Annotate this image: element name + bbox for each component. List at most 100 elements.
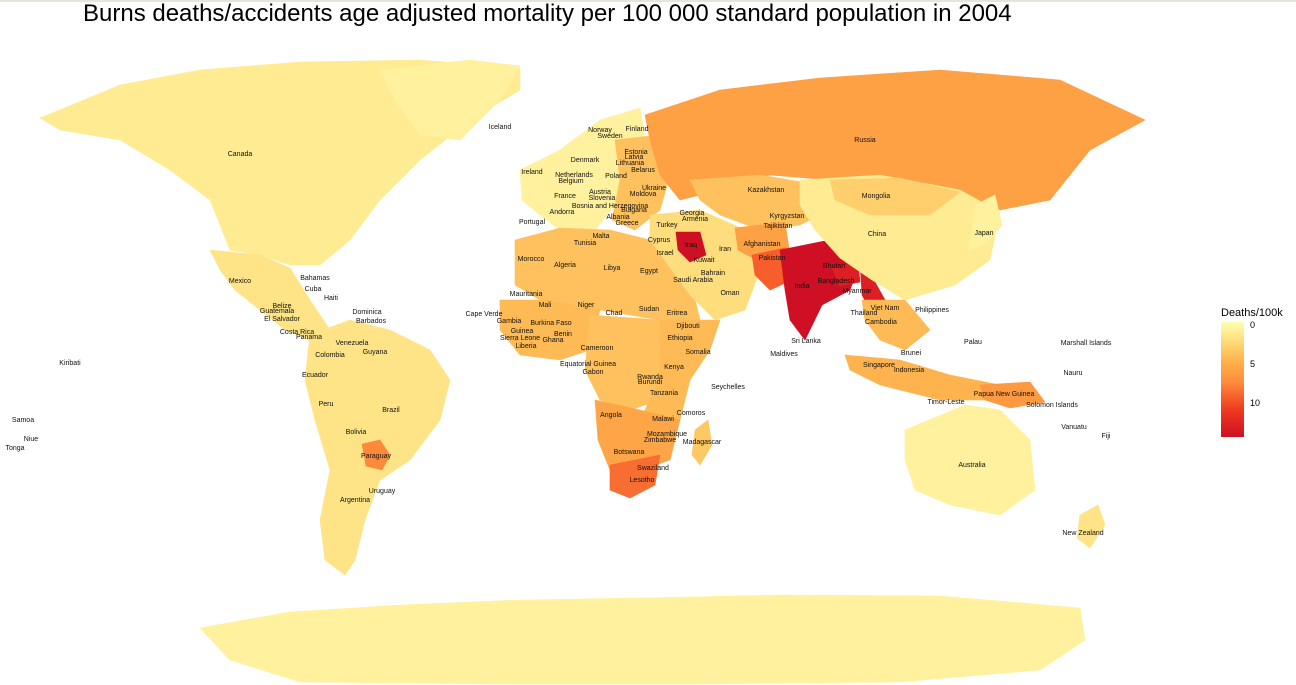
country-label: Vanuatu xyxy=(1061,424,1087,431)
country-label: Eritrea xyxy=(667,310,688,317)
country-label: Sierra Leone xyxy=(500,335,540,342)
legend-tick-label: 10 xyxy=(1250,398,1261,408)
region-north-america xyxy=(39,59,521,266)
country-label: Tanzania xyxy=(650,390,678,397)
country-label: Georgia xyxy=(680,210,705,217)
country-label: Nauru xyxy=(1063,370,1082,377)
region-mongolia xyxy=(829,177,961,216)
country-label: Tajikistan xyxy=(764,223,793,230)
country-label: Ukraine xyxy=(642,185,666,192)
country-label: Norway xyxy=(588,127,612,134)
country-label: Guyana xyxy=(363,349,388,356)
country-label: Turkey xyxy=(656,222,678,229)
country-label: Iran xyxy=(719,246,731,253)
country-label: Somalia xyxy=(685,349,710,356)
country-label: Canada xyxy=(228,151,253,158)
country-label: Libya xyxy=(604,265,621,272)
country-label: New Zealand xyxy=(1062,530,1103,537)
country-label: Bulgaria xyxy=(621,207,647,214)
country-label: Niger xyxy=(578,302,595,309)
country-label: Andorra xyxy=(550,209,575,216)
country-label: Denmark xyxy=(571,157,600,164)
legend-tick-mark xyxy=(1244,364,1248,365)
country-label: Cape Verde xyxy=(466,311,503,318)
country-label: Angola xyxy=(600,412,622,419)
country-label: Comoros xyxy=(677,410,706,417)
country-label: Palau xyxy=(964,339,982,346)
country-label: Thailand xyxy=(851,310,878,317)
legend-tick-label: 5 xyxy=(1250,359,1256,369)
country-label: Niue xyxy=(24,436,39,443)
country-label: Poland xyxy=(605,173,627,180)
country-label: Gambia xyxy=(497,318,522,325)
country-label: Seychelles xyxy=(711,384,745,391)
country-label: Estonia xyxy=(624,149,647,156)
country-label: Bangladesh xyxy=(818,278,855,285)
country-label: Malawi xyxy=(652,416,674,423)
country-label: Russia xyxy=(854,137,876,144)
country-label: France xyxy=(554,193,576,200)
country-label: Madagascar xyxy=(683,439,722,446)
country-label: Portugal xyxy=(519,219,546,226)
country-label: Panama xyxy=(296,334,322,341)
country-label: Barbados xyxy=(356,318,386,325)
country-label: Djibouti xyxy=(676,323,700,330)
country-label: Algeria xyxy=(554,262,576,269)
country-label: Myanmar xyxy=(842,288,872,295)
country-label: Iraq xyxy=(685,242,697,249)
country-label: Austria xyxy=(589,189,611,196)
country-label: Liberia xyxy=(515,343,536,350)
country-label: Albania xyxy=(606,214,629,221)
country-label: Venezuela xyxy=(336,340,369,347)
country-label: Mali xyxy=(539,302,552,309)
country-label: Morocco xyxy=(518,256,545,263)
country-label: Bhutan xyxy=(823,263,845,270)
country-label: Belarus xyxy=(631,167,655,174)
region-southeast-asia xyxy=(861,299,931,351)
country-label: Mauritania xyxy=(510,291,543,298)
country-label: Burundi xyxy=(638,379,663,386)
country-label: Singapore xyxy=(863,362,895,369)
region-australia xyxy=(904,404,1036,516)
country-label: Latvia xyxy=(625,154,644,161)
country-label: Malta xyxy=(592,233,609,240)
country-label: Bahamas xyxy=(300,275,330,282)
country-label: Rwanda xyxy=(637,374,663,381)
legend-tick-label: 0 xyxy=(1250,320,1256,330)
country-label: Paraguay xyxy=(361,453,391,460)
country-label: Bolivia xyxy=(346,429,367,436)
country-label: Papua New Guinea xyxy=(974,391,1035,398)
country-label: Chad xyxy=(606,310,623,317)
country-label: Kenya xyxy=(664,364,684,371)
country-label: Maldives xyxy=(770,351,798,358)
country-label: Pakistan xyxy=(759,255,786,262)
country-label: Tunisia xyxy=(574,240,596,247)
country-regions xyxy=(39,59,1146,685)
country-label: Dominica xyxy=(352,309,381,316)
country-label: China xyxy=(868,231,886,238)
country-label: Iceland xyxy=(489,124,512,131)
country-label: Lesotho xyxy=(630,477,655,484)
country-label: Swaziland xyxy=(637,465,669,472)
region-papua-new-guinea xyxy=(979,381,1046,409)
region-antarctica xyxy=(199,594,1086,685)
country-label: Bosnia and Herzegovina xyxy=(572,203,648,210)
country-label: Cambodia xyxy=(865,319,897,326)
country-label: Sweden xyxy=(597,133,622,140)
country-label: Solomon Islands xyxy=(1026,402,1078,409)
country-label: Colombia xyxy=(315,352,345,359)
country-label: Kyrgyzstan xyxy=(770,213,805,220)
country-label: Kiribati xyxy=(59,360,81,367)
country-label: Benin xyxy=(554,331,572,338)
country-label: Kazakhstan xyxy=(748,187,785,194)
country-label: Bahrain xyxy=(701,270,725,277)
legend-title: Deaths/100k xyxy=(1221,307,1283,319)
country-label: Mongolia xyxy=(862,193,891,200)
country-label: Israel xyxy=(656,250,674,257)
country-label: Ghana xyxy=(542,337,563,344)
country-label: Japan xyxy=(974,230,993,237)
country-label: Fiji xyxy=(1102,433,1111,440)
country-label: Armenia xyxy=(682,216,708,223)
country-label: Oman xyxy=(720,290,739,297)
legend-tick-mark xyxy=(1244,403,1248,404)
